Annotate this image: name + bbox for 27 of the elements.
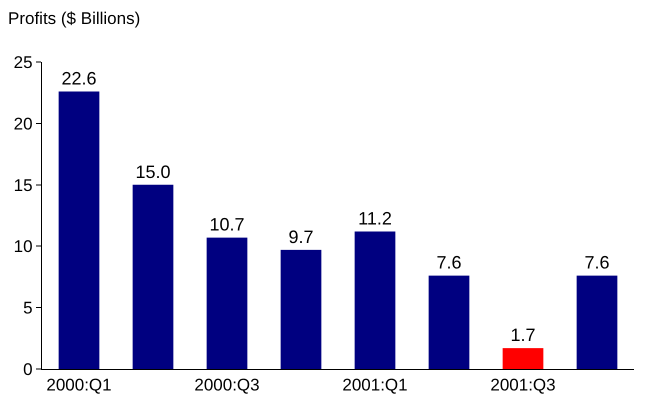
y-tick-label: 20 [14,114,33,134]
x-tick-label: 2001:Q3 [490,375,556,394]
bar [428,276,470,369]
data-label: 10.7 [209,214,245,235]
bar [502,348,544,369]
bar [576,276,618,369]
data-label: 9.7 [288,226,314,247]
bar [354,231,396,369]
data-label: 22.6 [61,68,97,88]
data-label: 7.6 [584,252,610,273]
y-tick-label: 0 [23,360,33,379]
bar [206,238,248,369]
y-tick-label: 5 [23,298,33,318]
data-label: 11.2 [358,208,392,228]
y-tick-label: 10 [14,237,33,256]
y-tick-label: 25 [14,52,33,72]
data-label: 1.7 [510,325,536,346]
x-tick-label: 2000:Q1 [46,375,112,394]
x-tick-label: 2000:Q3 [194,375,260,394]
data-label: 15.0 [135,162,171,182]
bar [280,250,322,369]
y-tick-label: 15 [14,176,33,195]
x-tick-label: 2001:Q1 [342,375,408,394]
bar [132,184,174,369]
bar [58,91,100,369]
y-axis-title: Profits ($ Billions) [8,9,140,28]
data-label: 7.6 [436,252,462,273]
